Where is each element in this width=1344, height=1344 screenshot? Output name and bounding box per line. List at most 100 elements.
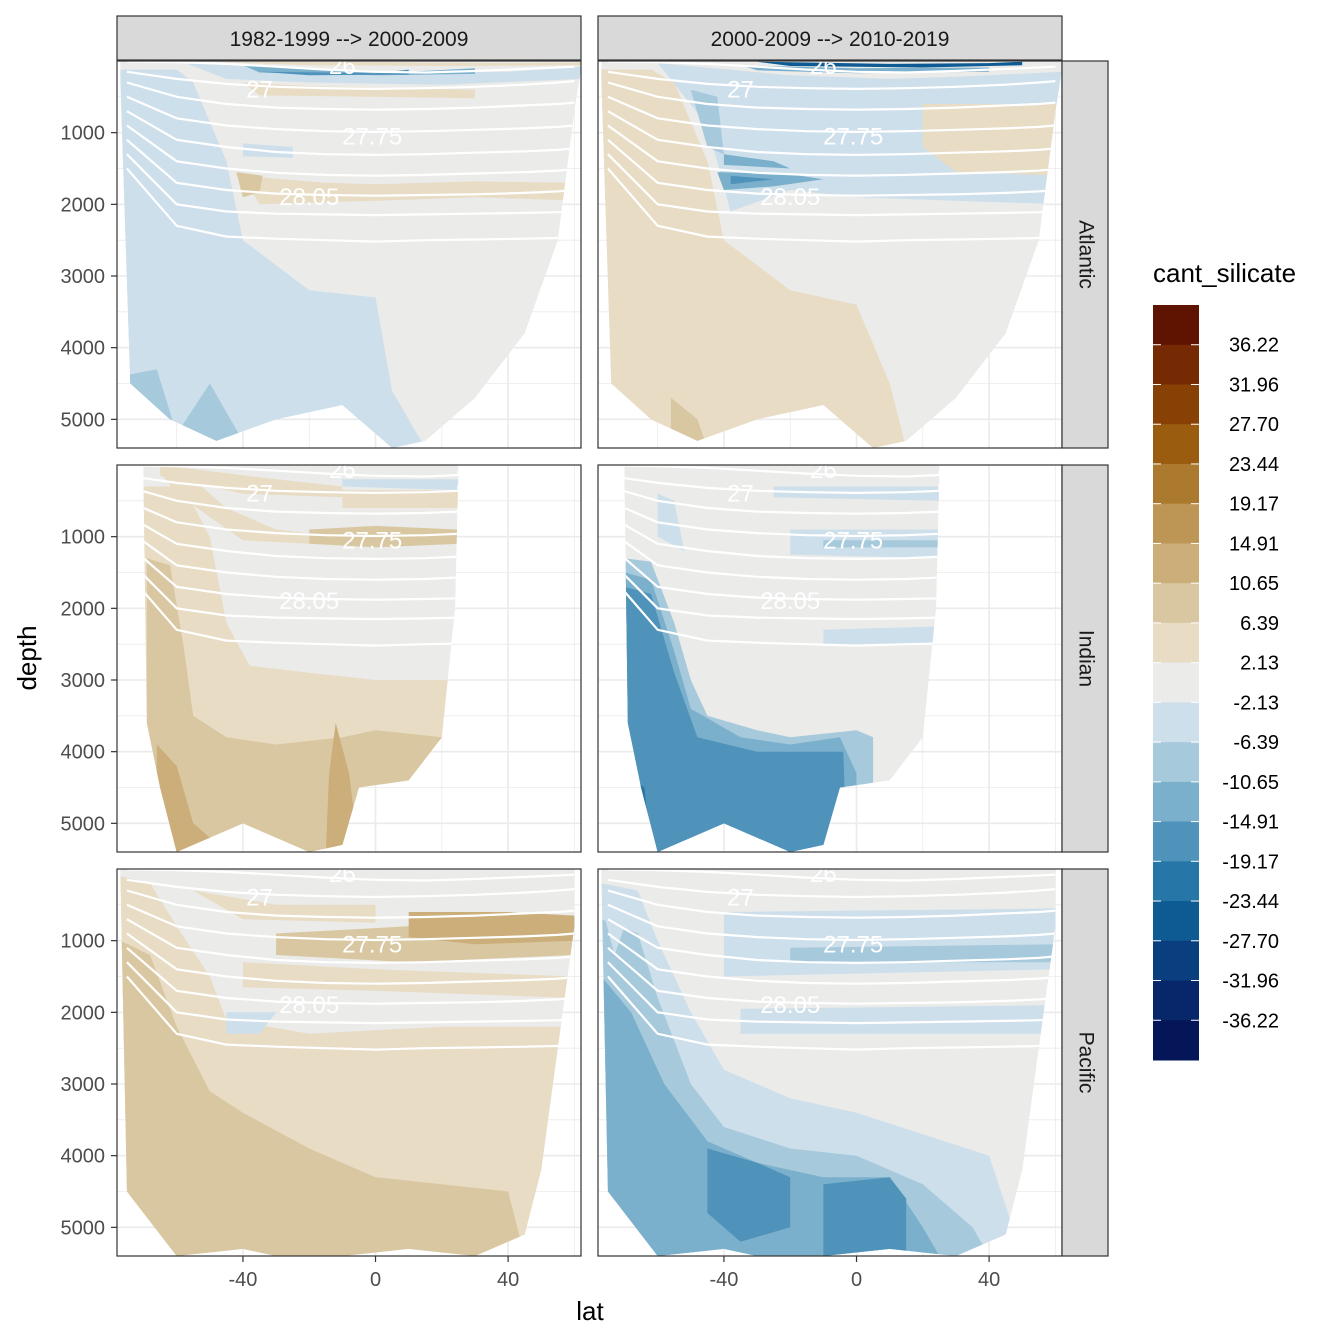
isopycnal-line xyxy=(126,961,575,1025)
isopycnal-line xyxy=(607,61,1056,74)
y-tick-label: 4000 xyxy=(61,742,106,764)
contour-band xyxy=(209,61,582,66)
legend-swatch xyxy=(1153,861,1199,902)
y-tick-label: 2000 xyxy=(61,194,106,216)
contour-band xyxy=(342,490,459,508)
strip-layer: 1982-1999 --> 2000-2009 2000-2009 --> 201… xyxy=(116,15,1109,1257)
isopycnal-line xyxy=(607,167,1056,243)
x-tick-label: -40 xyxy=(228,1269,257,1291)
isopycnal-line xyxy=(126,95,575,134)
y-tick-label: 5000 xyxy=(61,409,106,431)
isopycnal-line xyxy=(126,878,575,899)
legend-swatch xyxy=(1153,424,1199,465)
isopycnal-line xyxy=(126,946,575,1005)
isopycnal-line xyxy=(607,889,1056,919)
isopycnal-label: 26 xyxy=(810,457,837,484)
legend-label: -36.22 xyxy=(1222,1010,1279,1032)
contour-band xyxy=(823,1177,907,1256)
panel-border xyxy=(116,464,582,853)
legend-swatch xyxy=(1153,980,1199,1021)
legend-swatch xyxy=(1153,781,1199,823)
isopycnal-line xyxy=(624,485,940,515)
contour-band xyxy=(226,1012,277,1034)
column-strip: 1982-1999 --> 2000-2009 xyxy=(116,15,582,61)
isopycnals xyxy=(607,869,1056,1051)
strip-background xyxy=(1061,868,1109,1257)
row-strip: Indian xyxy=(1061,464,1109,853)
legend-label: -27.70 xyxy=(1222,931,1279,953)
isopycnal-line xyxy=(607,932,1056,985)
legend-swatch xyxy=(1153,702,1199,743)
y-tick-label: 1000 xyxy=(61,527,106,549)
legend-swatch xyxy=(1153,503,1199,544)
legend-swatch xyxy=(1153,821,1199,862)
isopycnal-line xyxy=(624,465,940,478)
contour-band xyxy=(624,586,847,852)
legend-swatch xyxy=(1153,384,1199,425)
isopycnal-line xyxy=(126,110,575,157)
legend-label: -19.17 xyxy=(1222,851,1279,873)
isopycnal-line xyxy=(607,918,1056,965)
y-axis-label: depth xyxy=(12,625,42,690)
contour-band xyxy=(690,89,724,155)
contour-band xyxy=(730,175,774,185)
strip-background xyxy=(597,15,1063,61)
isopycnal-line xyxy=(126,61,575,74)
isopycnal-line xyxy=(126,903,575,942)
panel-border xyxy=(116,868,582,1257)
contour-fill xyxy=(120,869,575,1256)
isopycnal-label: 27.75 xyxy=(342,123,402,150)
isopycnal-label: 28.05 xyxy=(279,184,339,211)
contour-band xyxy=(823,626,940,645)
column-strip: 2000-2009 --> 2010-2019 xyxy=(597,15,1063,61)
isopycnal-line xyxy=(143,499,459,538)
contour-band xyxy=(717,172,824,190)
legend-swatch xyxy=(1153,622,1199,664)
isopycnals xyxy=(624,465,940,647)
isopycnal-label: 28.05 xyxy=(760,588,820,615)
contour-fill xyxy=(624,465,940,852)
legend-label: -6.39 xyxy=(1233,732,1279,754)
contour-band xyxy=(823,540,940,548)
isopycnal-line xyxy=(607,878,1056,899)
legend-swatch xyxy=(1153,305,1199,346)
isopycnal-label: 27 xyxy=(246,77,273,104)
panel-border xyxy=(116,60,582,449)
contour-band xyxy=(790,944,1056,963)
isopycnal-label: 27.75 xyxy=(823,931,883,958)
legend-label: 23.44 xyxy=(1229,454,1279,476)
y-tick-label: 4000 xyxy=(61,1146,106,1168)
isopycnal-line xyxy=(126,889,575,919)
legend: cant_silicate 36.22 31.96 27.70 23.44 19.17 1… xyxy=(1153,258,1296,1061)
isopycnals xyxy=(607,61,1056,243)
x-axis-label: lat xyxy=(576,1296,604,1326)
legend-label: -10.65 xyxy=(1222,772,1279,794)
contour-band xyxy=(922,104,1062,176)
isopycnal-line xyxy=(607,70,1056,91)
legend-label: -31.96 xyxy=(1222,971,1279,993)
isopycnal-line xyxy=(607,110,1056,157)
isopycnal-label: 27.75 xyxy=(823,527,883,554)
isopycnals xyxy=(143,465,459,647)
legend-label: -23.44 xyxy=(1222,891,1279,913)
contour-fill xyxy=(601,869,1056,1256)
isopycnal-line xyxy=(624,499,940,538)
isopycnal-line xyxy=(143,528,459,581)
row-strip-label: Atlantic xyxy=(1074,220,1097,289)
isopycnal-line xyxy=(607,153,1056,217)
y-tick-label: 4000 xyxy=(61,338,106,360)
contour-band xyxy=(723,154,791,169)
isopycnals xyxy=(126,61,575,243)
contour-band xyxy=(740,1005,1056,1034)
legend-label: 10.65 xyxy=(1229,573,1279,595)
contour-band xyxy=(757,61,1023,68)
isopycnal-label: 26 xyxy=(329,457,356,484)
isopycnal-label: 26 xyxy=(810,861,837,888)
x-tick-label: -40 xyxy=(709,1269,738,1291)
isopycnal-line xyxy=(624,514,940,561)
legend-swatch xyxy=(1153,1020,1199,1061)
isopycnal-line xyxy=(607,975,1056,1051)
